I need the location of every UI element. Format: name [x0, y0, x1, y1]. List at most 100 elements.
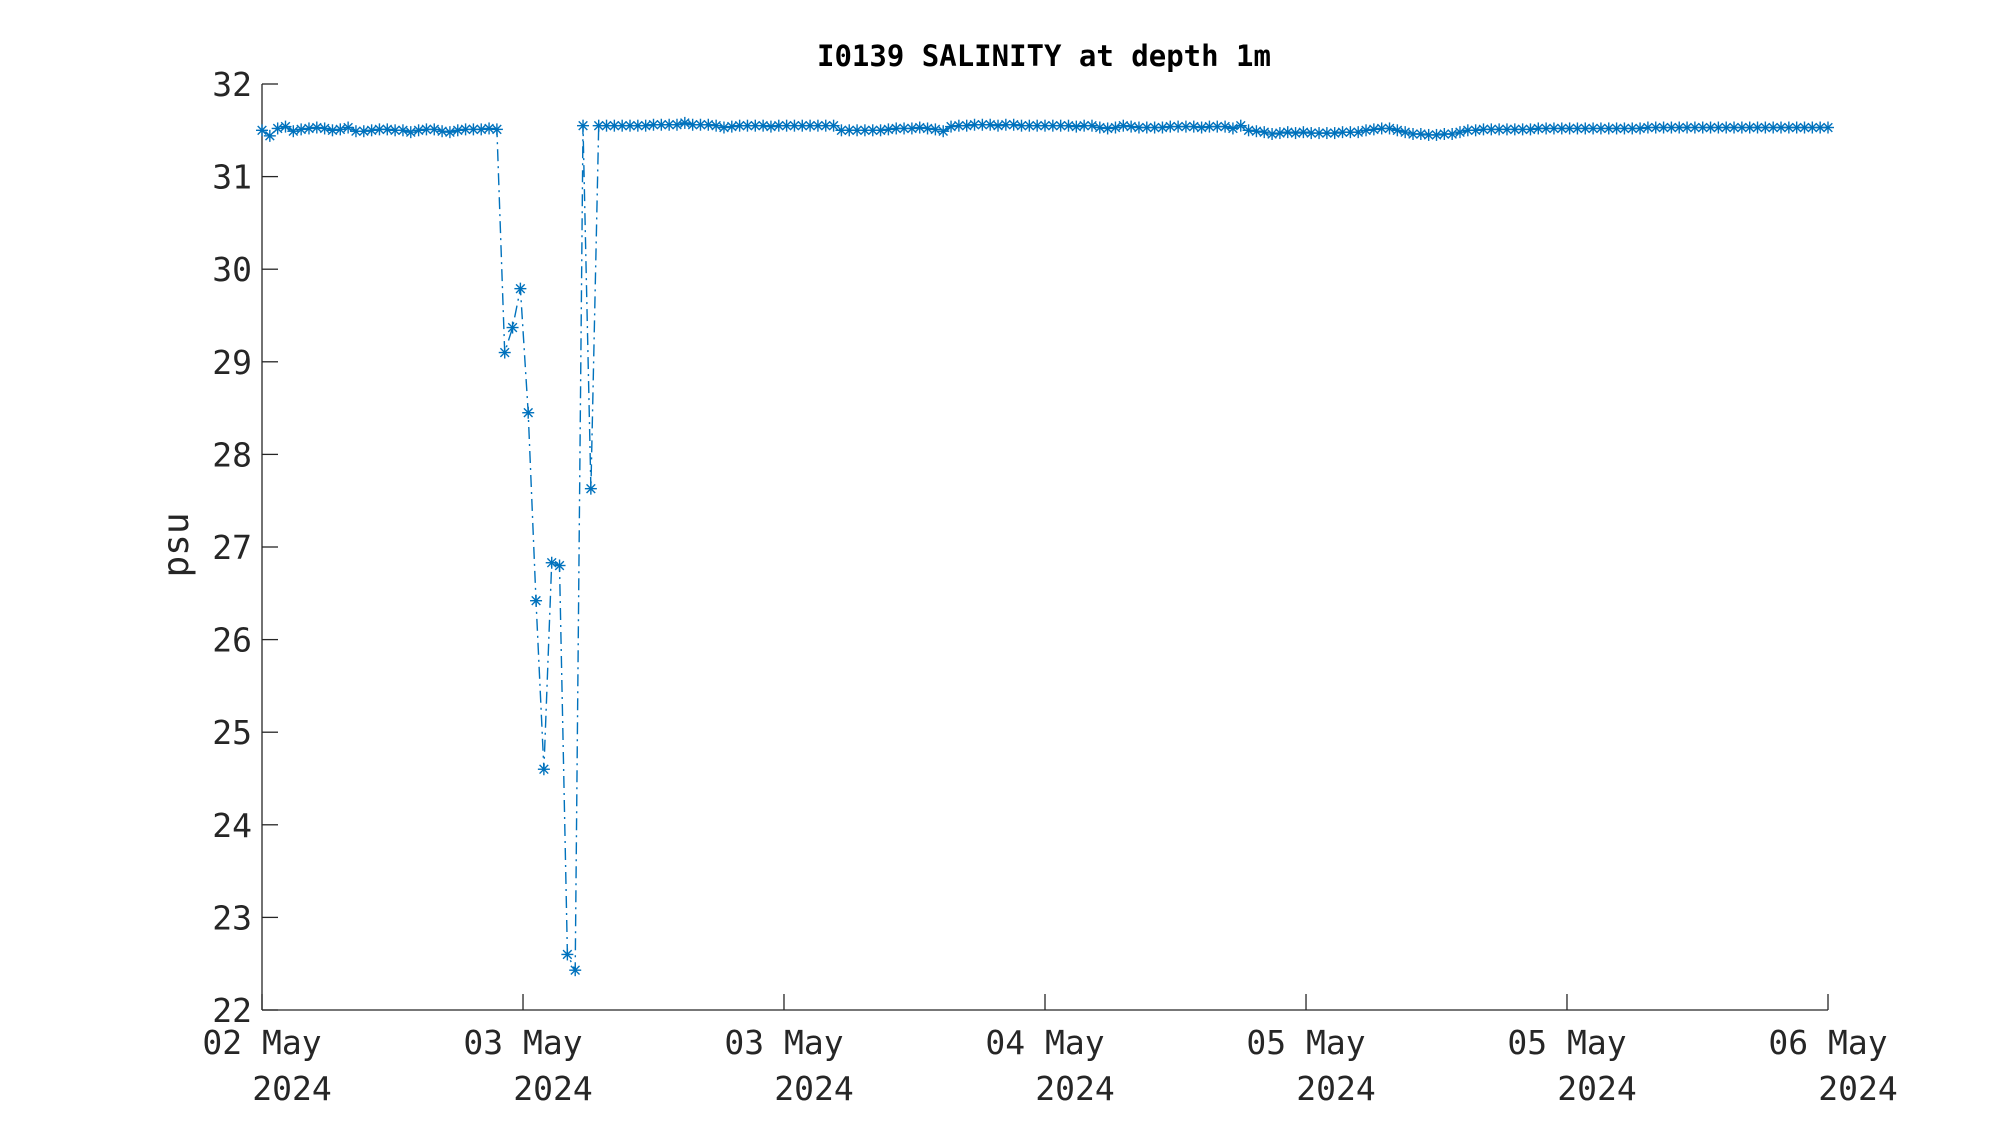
data-point [1571, 122, 1584, 135]
x-ticks: 02 May 2024 03 May 2024 03 May 2024 04 May 2024… [202, 994, 1898, 1108]
chart-title: I0139 SALINITY at depth 1m [817, 39, 1271, 73]
data-point [1696, 121, 1709, 134]
data-point [1031, 119, 1044, 132]
data-point [490, 123, 503, 136]
data-point [326, 124, 339, 137]
data-point [929, 123, 942, 136]
y-tick-label: 28 [212, 435, 252, 474]
data-point [1289, 127, 1302, 140]
data-point [1814, 121, 1827, 134]
data-point [725, 120, 738, 133]
data-point [302, 122, 315, 135]
data-point [1273, 127, 1286, 140]
data-point [530, 594, 543, 607]
data-point [310, 121, 323, 134]
data-point [819, 119, 832, 132]
data-point [1485, 123, 1498, 136]
data-point [1179, 120, 1192, 133]
data-point [984, 118, 997, 131]
data-point [1234, 119, 1247, 132]
data-point [882, 123, 895, 136]
y-tick-label: 29 [212, 343, 252, 382]
x-tick-label-day: 03 May [724, 1023, 843, 1062]
data-point [1132, 121, 1145, 134]
data-point [1125, 120, 1138, 133]
data-point [1328, 127, 1341, 140]
y-tick-label: 23 [212, 898, 252, 937]
data-point [678, 116, 691, 129]
data-point [263, 129, 276, 142]
data-point [1469, 124, 1482, 137]
data-point [608, 119, 621, 132]
data-point [404, 126, 417, 139]
data-point [913, 121, 926, 134]
y-tick-label: 25 [212, 713, 252, 752]
y-tick-label: 26 [212, 621, 252, 660]
data-point [1665, 121, 1678, 134]
data-point [1054, 119, 1067, 132]
data-point [647, 118, 660, 131]
data-point [764, 120, 777, 133]
data-point [1751, 121, 1764, 134]
data-point [381, 123, 394, 136]
data-point [287, 125, 300, 138]
data-point [295, 123, 308, 136]
data-point [318, 122, 331, 135]
data-point [749, 119, 762, 132]
data-point [1759, 121, 1772, 134]
data-point [1117, 119, 1130, 132]
x-tick-label-year: 2024 [1818, 1069, 1897, 1108]
data-point [1641, 121, 1654, 134]
x-tick-label-day: 05 May [1507, 1023, 1626, 1062]
data-point [670, 118, 683, 131]
y-tick-label: 27 [212, 528, 252, 567]
data-point [357, 125, 370, 138]
data-point [428, 123, 441, 136]
data-point [835, 124, 848, 137]
data-point [1446, 128, 1459, 141]
data-point [1360, 124, 1373, 137]
x-tick-label-day: 04 May [985, 1023, 1104, 1062]
data-point [874, 124, 887, 137]
data-point [396, 124, 409, 137]
data-point [1681, 121, 1694, 134]
data-point [498, 346, 511, 359]
data-point [960, 119, 973, 132]
y-tick-label: 31 [212, 158, 252, 197]
data-point [757, 119, 770, 132]
data-point [1352, 126, 1365, 139]
y-tick-label: 30 [212, 250, 252, 289]
y-tick-label: 22 [212, 991, 252, 1030]
data-point [945, 120, 958, 133]
data-point [710, 119, 723, 132]
data-point [577, 119, 590, 132]
data-point [256, 124, 268, 137]
data-point [1500, 123, 1513, 136]
data-point [1007, 118, 1020, 131]
data-point [1610, 122, 1623, 135]
x-tick-label-year: 2024 [252, 1069, 331, 1108]
data-point [1594, 122, 1607, 135]
data-point [1250, 125, 1263, 138]
data-point [1391, 124, 1404, 137]
data-point [1242, 124, 1255, 137]
data-point [1297, 126, 1310, 139]
data-point [1164, 120, 1177, 133]
y-tick-label: 32 [212, 65, 252, 104]
data-point [1532, 122, 1545, 135]
data-point [459, 123, 472, 136]
data-point [412, 124, 425, 137]
data-point [717, 121, 730, 134]
data-point [1101, 122, 1114, 135]
data-point [1078, 119, 1091, 132]
data-point [569, 964, 582, 977]
data-point [553, 559, 566, 572]
data-point [780, 119, 793, 132]
data-point [741, 119, 754, 132]
x-tick-label-day: 06 May [1768, 1023, 1887, 1062]
data-point [1015, 119, 1028, 132]
data-point [537, 763, 550, 776]
x-tick-label-year: 2024 [1035, 1069, 1114, 1108]
